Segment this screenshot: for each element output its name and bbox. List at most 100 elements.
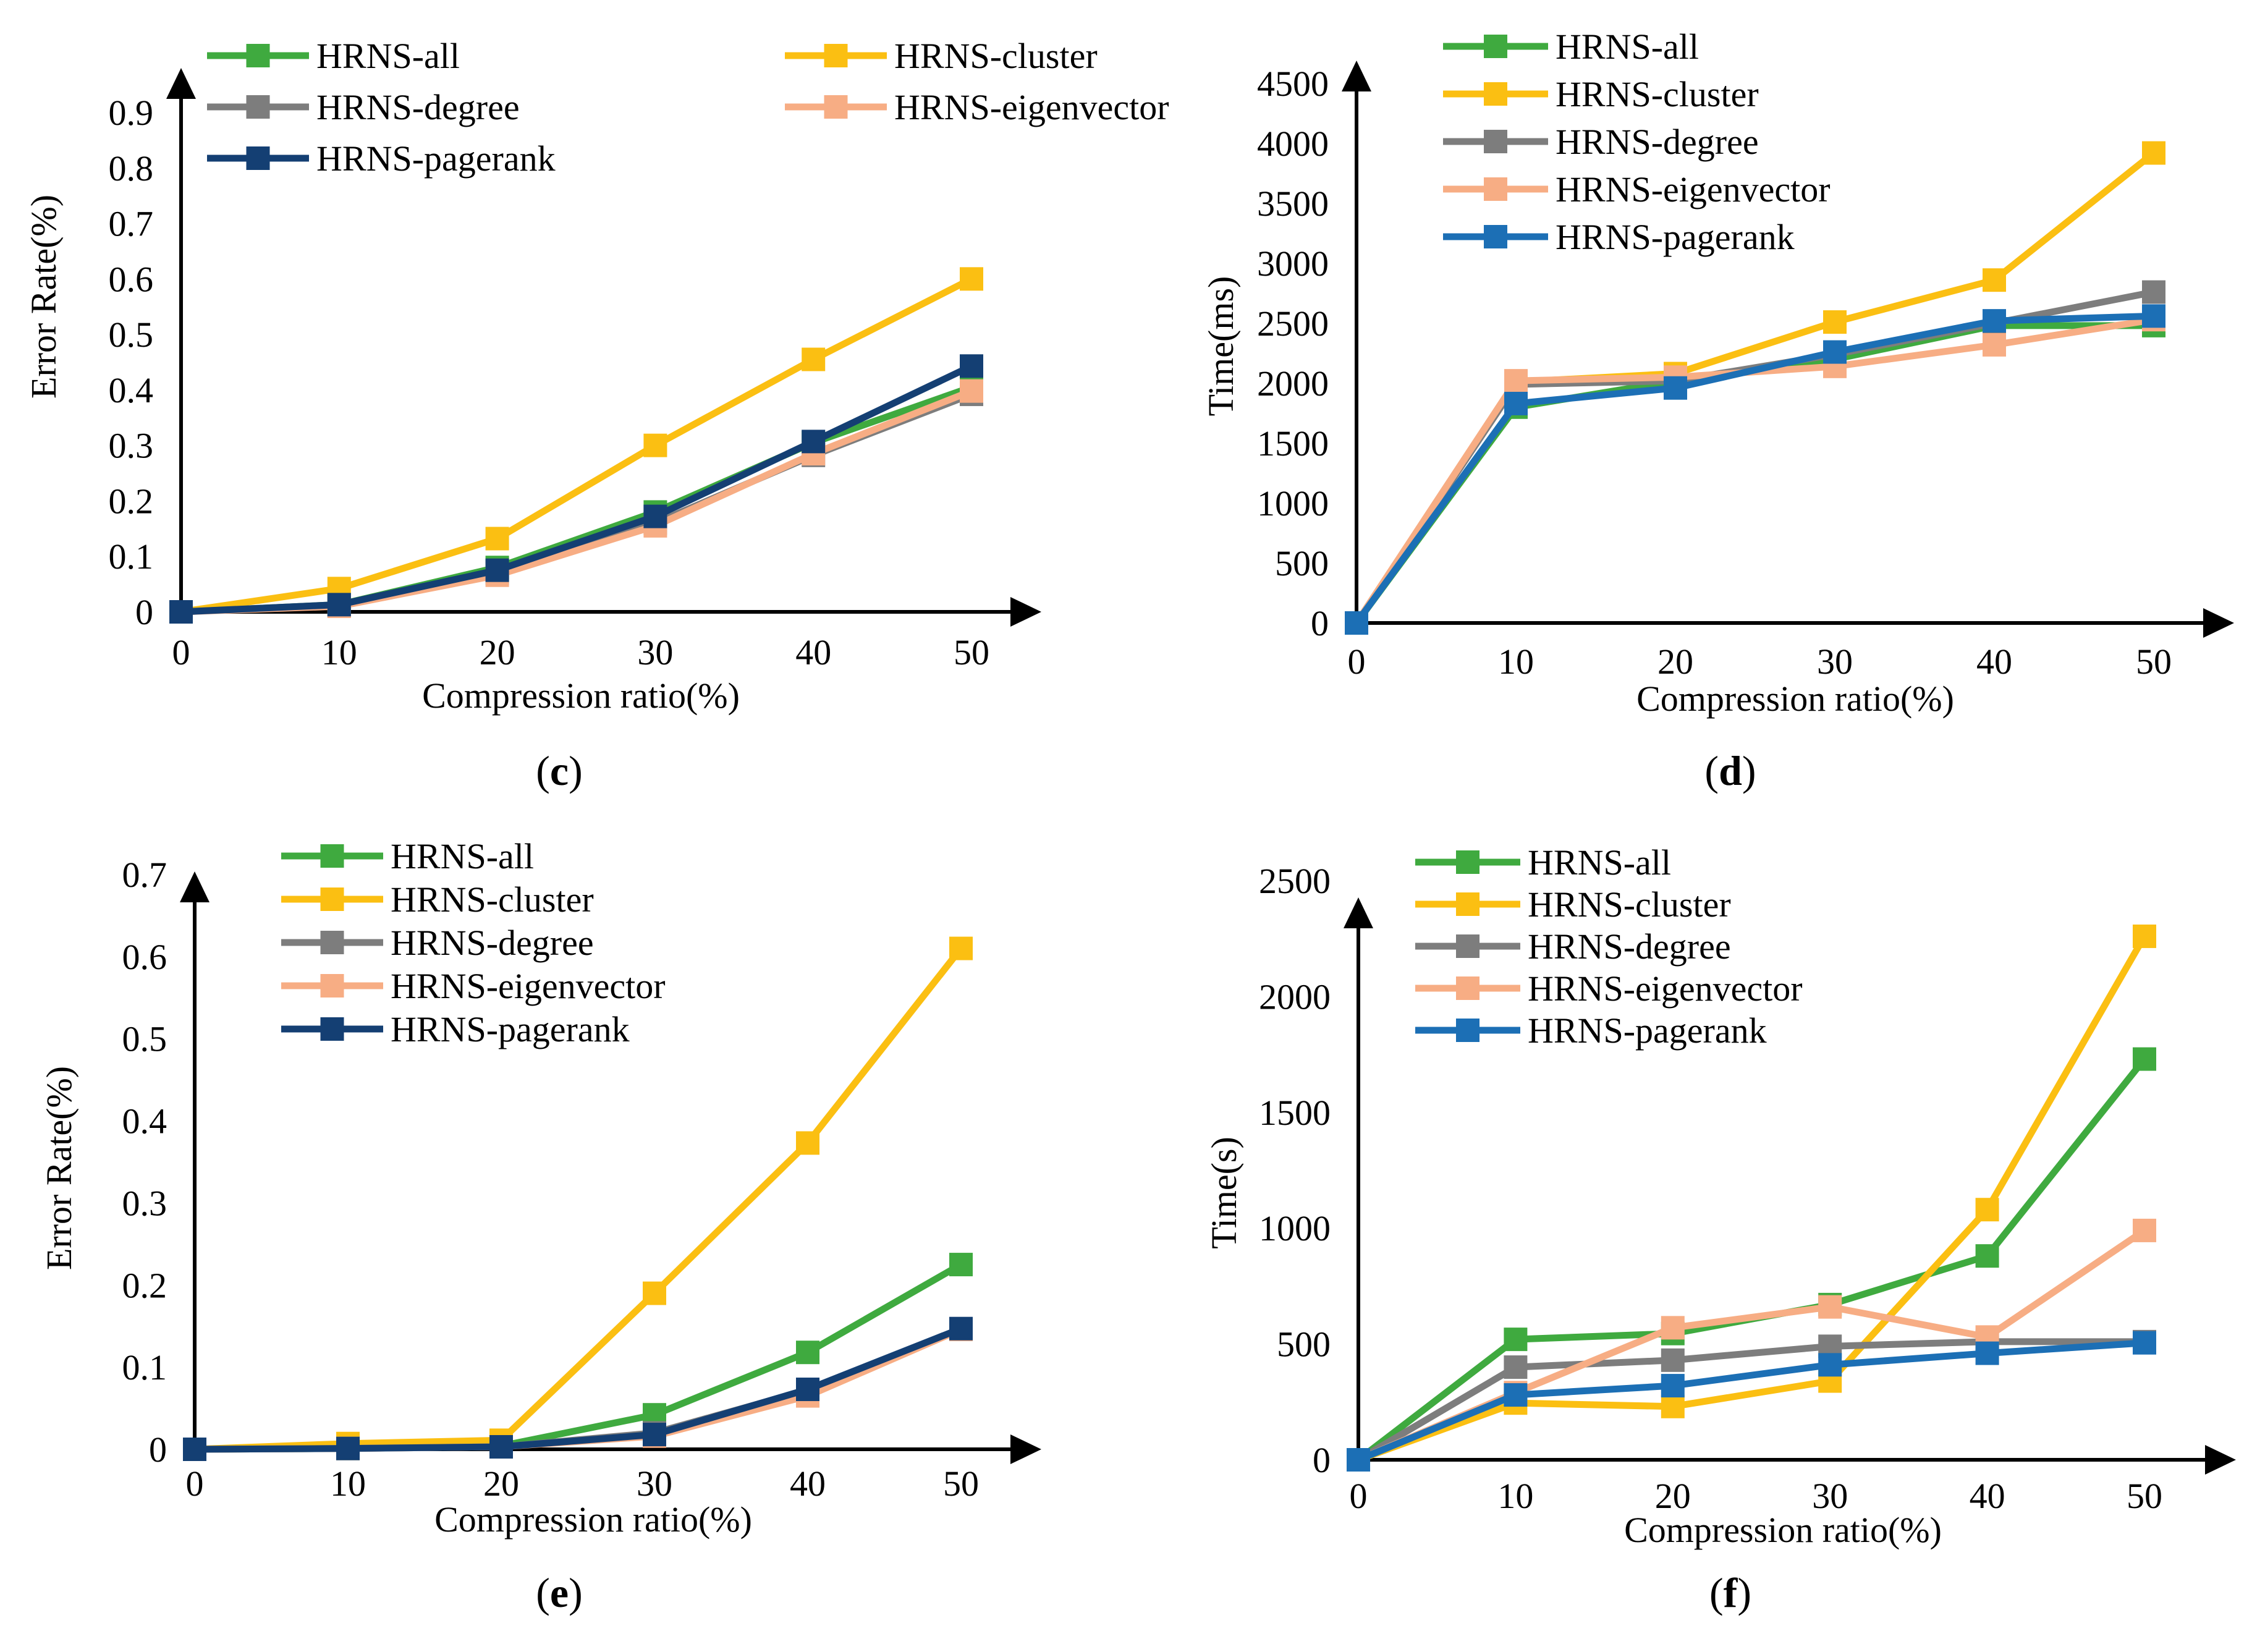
y-tick-label: 0.8 <box>109 148 154 188</box>
y-tick-label: 0.7 <box>122 855 167 895</box>
x-tick-label: 10 <box>1497 1476 1533 1516</box>
y-tick-label: 0 <box>1311 603 1329 643</box>
y-axis-arrow <box>180 871 210 902</box>
caption-paren: ( <box>1704 747 1719 794</box>
y-axis-arrow <box>1344 897 1373 928</box>
legend-item: HRNS-all <box>281 836 534 876</box>
x-tick-label: 20 <box>480 632 515 672</box>
data-point-marker <box>1818 1353 1842 1377</box>
x-tick-label: 40 <box>795 632 831 672</box>
series-HRNS-pagerank <box>183 1316 973 1461</box>
y-tick-label: 0.5 <box>122 1019 167 1059</box>
x-tick-label: 0 <box>1350 1476 1368 1516</box>
caption-paren: ) <box>1737 1569 1751 1616</box>
data-point-marker <box>485 527 509 551</box>
data-point-marker <box>2133 1331 2156 1355</box>
caption-paren: ( <box>536 1569 550 1616</box>
chart-panel-c: 0 0.1 0.2 0.3 0.4 0.5 0.6 0.7 0.8 0.9 0 10 20 30 40 50 C… <box>23 36 1169 794</box>
y-tick-label: 1000 <box>1259 1208 1331 1248</box>
series-HRNS-all <box>169 375 983 624</box>
legend-label: HRNS-eigenvector <box>391 966 666 1006</box>
y-tick-label: 3000 <box>1257 244 1329 284</box>
legend-label: HRNS-degree <box>391 923 594 963</box>
x-axis-arrow <box>2203 608 2234 638</box>
y-tick-label: 1500 <box>1259 1093 1331 1133</box>
series-line <box>194 1325 963 1453</box>
y-tick-label: 1500 <box>1257 423 1329 464</box>
legend-swatch-marker <box>320 844 344 868</box>
y-tick-label: 1000 <box>1257 483 1329 523</box>
series-HRNS-pagerank <box>1345 304 2165 635</box>
legend-label: HRNS-eigenvector <box>1528 968 1803 1009</box>
legend-label: HRNS-cluster <box>1528 884 1731 925</box>
data-point-marker <box>1975 1198 1999 1222</box>
x-tick-label: 20 <box>483 1464 519 1504</box>
data-point-marker <box>1823 340 1847 364</box>
legend-item: HRNS-eigenvector <box>785 87 1169 127</box>
data-point-marker <box>949 1253 973 1277</box>
y-tick-label: 0.4 <box>122 1101 167 1142</box>
data-point-marker <box>1347 1448 1370 1472</box>
data-point-marker <box>1504 369 1528 393</box>
panel-caption: (f) <box>1709 1569 1751 1616</box>
series-line <box>194 946 964 1453</box>
y-axis-title: Time(ms) <box>1201 276 1241 417</box>
x-tick-label: 50 <box>2127 1476 2162 1516</box>
data-point-marker <box>1975 1244 1999 1268</box>
chart-panel-f: 0 500 1000 1500 2000 2500 0 10 20 30 40 50 Compressi… <box>1204 842 2236 1616</box>
y-tick-label: 4000 <box>1257 124 1329 164</box>
x-tick-label: 30 <box>637 632 673 672</box>
data-point-marker <box>327 593 351 617</box>
series-HRNS-all <box>1347 1047 2156 1472</box>
y-tick-label: 0 <box>1313 1440 1331 1480</box>
x-tick-label: 50 <box>954 632 989 672</box>
legend-swatch-marker <box>320 1017 344 1041</box>
x-axis-title: Compression ratio(%) <box>1624 1510 1942 1550</box>
legend-label: HRNS-all <box>391 836 534 876</box>
y-tick-label: 2000 <box>1259 976 1331 1017</box>
data-point-marker <box>2142 304 2165 328</box>
y-tick-label: 0.3 <box>122 1183 167 1223</box>
y-tick-label: 0 <box>149 1430 167 1470</box>
series-line <box>1353 312 2154 625</box>
x-tick-label: 50 <box>2136 642 2172 682</box>
caption-paren: ) <box>1742 747 1756 794</box>
legend-item: HRNS-degree <box>1415 926 1731 967</box>
legend-swatch-marker <box>1456 934 1479 958</box>
data-point-marker <box>1504 1328 1528 1352</box>
panel-caption: (d) <box>1704 747 1756 794</box>
data-point-marker <box>485 558 509 582</box>
legend-item: HRNS-cluster <box>1443 74 1759 114</box>
series-line <box>1357 1338 2144 1463</box>
caption-letter: f <box>1724 1569 1738 1616</box>
x-tick-label: 0 <box>186 1464 204 1504</box>
data-point-marker <box>1983 333 2006 357</box>
legend-item: HRNS-all <box>1415 842 1671 883</box>
legend: HRNS-all HRNS-cluster HRNS-degree HRNS-eige… <box>1443 27 1831 257</box>
legend-swatch-marker <box>1456 850 1479 874</box>
y-axis-title: Error Rate(%) <box>39 1066 79 1270</box>
y-tick-label: 0.3 <box>109 426 154 466</box>
legend-label: HRNS-all <box>1528 842 1671 883</box>
data-point-marker <box>2133 924 2156 948</box>
legend-label: HRNS-degree <box>1556 122 1759 162</box>
series-line <box>180 363 973 616</box>
x-axis-arrow <box>1010 597 1041 627</box>
legend-label: HRNS-cluster <box>894 36 1098 76</box>
x-tick-label: 10 <box>321 632 357 672</box>
data-point-marker <box>960 267 983 291</box>
data-point-marker <box>1983 268 2006 292</box>
panel-caption: (c) <box>536 747 583 794</box>
series-HRNS-cluster <box>1345 141 2165 635</box>
data-point-marker <box>183 1438 206 1461</box>
x-tick-label: 30 <box>1817 642 1853 682</box>
y-tick-label: 500 <box>1275 543 1329 583</box>
data-point-marker <box>489 1435 513 1459</box>
y-tick-label: 0 <box>135 592 153 632</box>
y-tick-label: 0.2 <box>109 481 154 521</box>
y-tick-label: 0.7 <box>109 204 154 244</box>
y-tick-label: 0.1 <box>122 1347 167 1387</box>
series-HRNS-eigenvector <box>1347 1218 2156 1472</box>
x-axis-arrow <box>1010 1434 1041 1464</box>
